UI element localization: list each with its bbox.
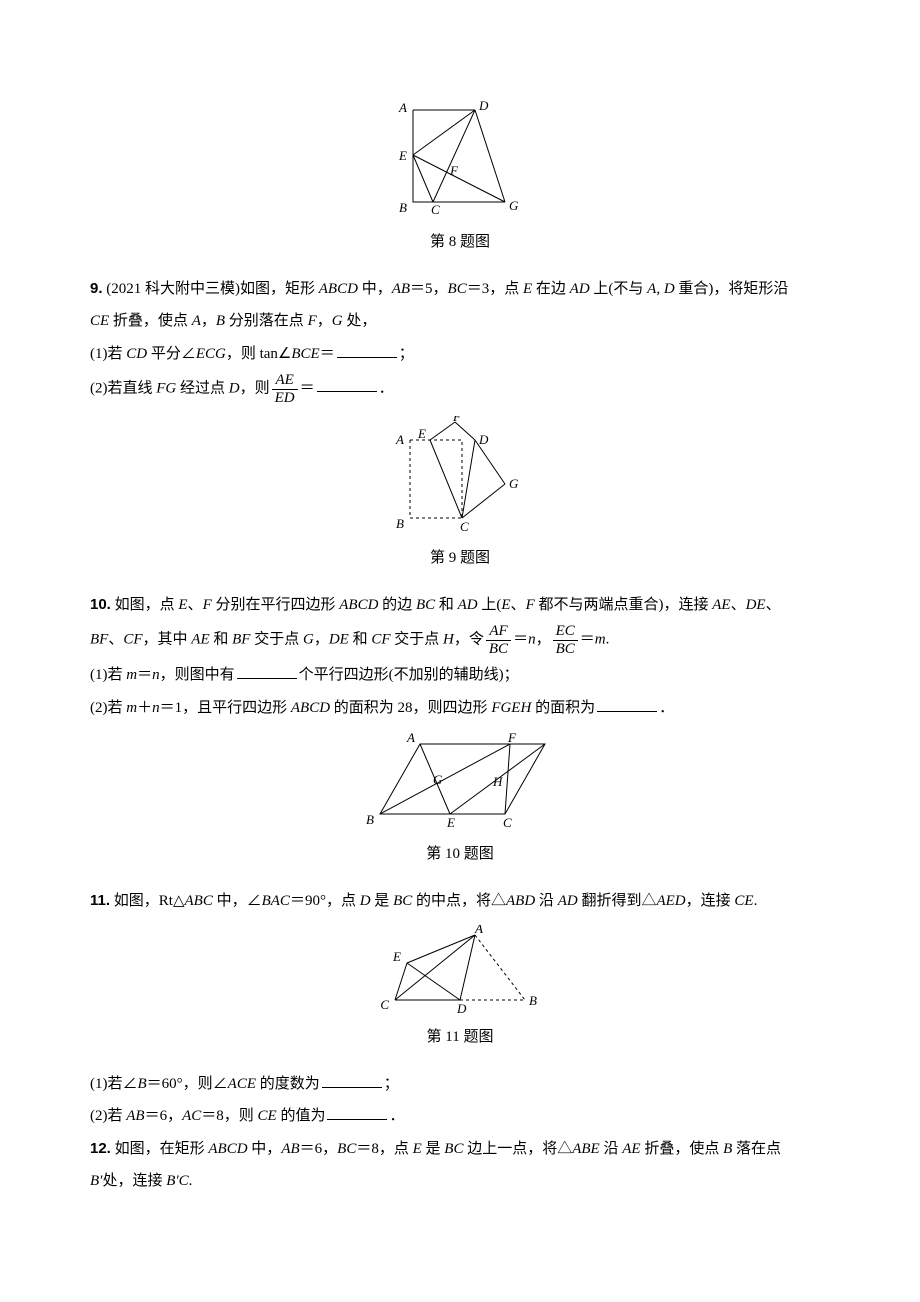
q11-part1: (1)若∠B＝60°，则∠ACE 的度数为； [90, 1070, 830, 1099]
q11-number: 11. [90, 892, 110, 909]
svg-text:G: G [509, 476, 519, 491]
q11-blank-1 [322, 1073, 382, 1088]
figure-8-caption: 第 8 题图 [90, 228, 830, 257]
svg-text:D: D [456, 1001, 467, 1015]
svg-text:F: F [452, 416, 462, 424]
q10-blank-1 [237, 664, 297, 679]
svg-text:D: D [478, 100, 489, 113]
q10-fraction-1: AFBC [486, 623, 511, 657]
svg-text:E: E [446, 815, 455, 830]
svg-text:E: E [392, 949, 401, 964]
q10-blank-2 [597, 697, 657, 712]
svg-text:B: B [396, 516, 404, 531]
svg-text:C: C [503, 815, 512, 830]
q9-number: 9. [90, 280, 103, 297]
q10-line1: 10. 如图，点 E、F 分别在平行四边形 ABCD 的边 BC 和 AD 上(… [90, 591, 830, 620]
svg-text:G: G [509, 198, 519, 213]
figure-9-caption: 第 9 题图 [90, 544, 830, 573]
q9-blank-2 [317, 377, 377, 392]
figure-9: A E F D G B C [90, 416, 830, 536]
figure-11-caption: 第 11 题图 [90, 1023, 830, 1052]
svg-text:H: H [492, 774, 503, 789]
figure-10: A F G H B E C [90, 732, 830, 832]
figure-8: A D E F B C G [90, 100, 830, 220]
q11-part2: (2)若 AB＝6，AC＝8，则 CE 的值为． [90, 1102, 830, 1131]
q10-number: 10. [90, 596, 111, 613]
svg-text:F: F [449, 163, 459, 178]
q9-part2: (2)若直线 FG 经过点 D，则AEED＝． [90, 372, 830, 406]
svg-text:B: B [529, 993, 537, 1008]
q9-part1: (1)若 CD 平分∠ECG，则 tan∠BCE＝； [90, 340, 830, 369]
q10-part1: (1)若 m＝n，则图中有个平行四边形(不加别的辅助线)； [90, 661, 830, 690]
svg-text:C: C [431, 202, 440, 217]
svg-text:C: C [460, 519, 469, 534]
svg-text:A: A [395, 432, 404, 447]
figure-11: A E C D B [90, 925, 830, 1015]
q9-fraction: AEED [272, 372, 298, 406]
svg-text:C: C [380, 997, 389, 1012]
svg-text:B: B [366, 812, 374, 827]
svg-text:E: E [398, 148, 407, 163]
q11-line1: 11. 如图，Rt△ABC 中，∠BAC＝90°，点 D 是 BC 的中点，将△… [90, 887, 830, 916]
svg-text:B: B [399, 200, 407, 215]
svg-text:D: D [478, 432, 489, 447]
q10-line2: BF、CF，其中 AE 和 BF 交于点 G，DE 和 CF 交于点 H，令AF… [90, 623, 830, 657]
svg-text:A: A [474, 925, 483, 936]
q12-number: 12. [90, 1140, 111, 1157]
q9-line1: 9. (2021 科大附中三模)如图，矩形 ABCD 中，AB＝5，BC＝3，点… [90, 275, 830, 304]
q10-fraction-2: ECBC [553, 623, 578, 657]
q12-line2: B′处，连接 B′C. [90, 1167, 830, 1196]
q9-blank-1 [337, 343, 397, 358]
svg-text:F: F [507, 732, 517, 745]
q9-line2: CE 折叠，使点 A，B 分别落在点 F，G 处， [90, 307, 830, 336]
svg-text:A: A [398, 100, 407, 115]
q10-part2: (2)若 m＋n＝1，且平行四边形 ABCD 的面积为 28，则四边形 FGEH… [90, 694, 830, 723]
q11-blank-2 [327, 1105, 387, 1120]
svg-text:G: G [433, 772, 443, 787]
svg-text:A: A [406, 732, 415, 745]
svg-text:E: E [417, 426, 426, 441]
figure-10-caption: 第 10 题图 [90, 840, 830, 869]
q12-line1: 12. 如图，在矩形 ABCD 中，AB＝6，BC＝8，点 E 是 BC 边上一… [90, 1135, 830, 1164]
